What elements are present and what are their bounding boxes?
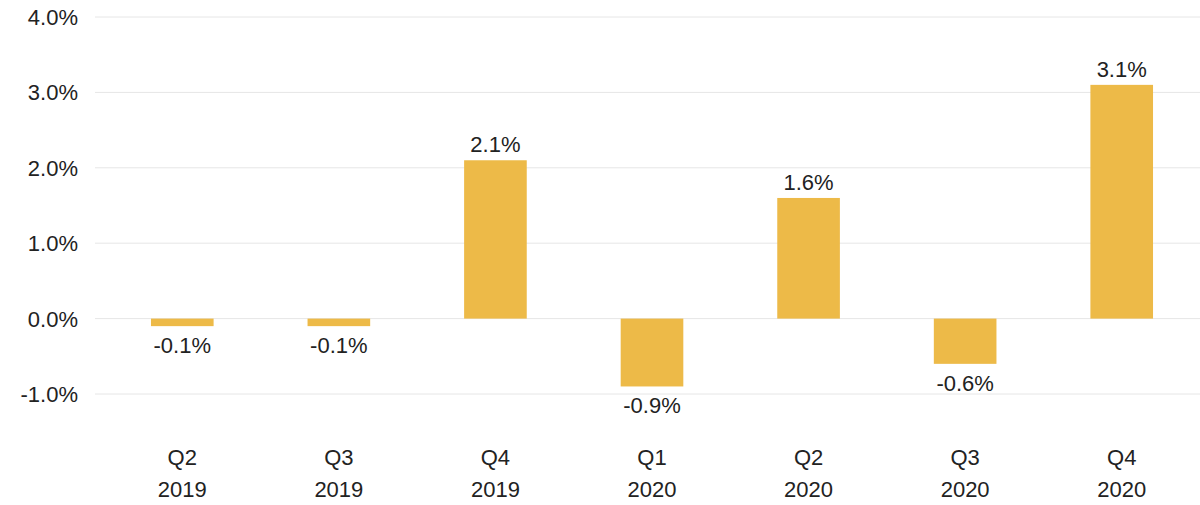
data-label: -0.1% [154,333,211,358]
x-tick-label: Q32019 [314,445,363,502]
bars [151,85,1153,387]
data-label: 3.1% [1097,57,1147,82]
y-tick-label: 2.0% [28,156,78,181]
y-tick-label: 1.0% [28,231,78,256]
y-tick-label: 0.0% [28,307,78,332]
x-tick-label: Q42020 [1097,445,1146,502]
data-label: 1.6% [783,170,833,195]
x-tick-label: Q22019 [158,445,207,502]
chart-svg: -1.0%0.0%1.0%2.0%3.0%4.0%-0.1%-0.1%2.1%-… [0,0,1200,505]
bar [621,319,684,387]
bar [308,319,371,327]
grid [95,17,1200,394]
y-tick-label: 3.0% [28,80,78,105]
data-label: -0.6% [936,371,993,396]
bar [934,319,997,364]
bar [464,160,527,318]
data-label: -0.1% [310,333,367,358]
grid-line [95,243,1200,244]
x-tick-label: Q42019 [471,445,520,502]
chart-container: -1.0%0.0%1.0%2.0%3.0%4.0%-0.1%-0.1%2.1%-… [0,0,1200,505]
data-label: 2.1% [470,132,520,157]
grid-line [95,92,1200,93]
data-labels: -0.1% -0.1% 2.1% -0.9% 1.6% -0.6% 3.1% [154,57,1147,419]
x-tick-label: Q22020 [784,445,833,502]
y-axis-labels: -1.0% 0.0% 1.0% 2.0% 3.0% 4.0% [21,5,78,407]
data-label: -0.9% [623,393,680,418]
grid-line [95,167,1200,168]
grid-line [95,17,1200,18]
x-axis-labels: Q22019 Q32019 Q42019 Q12020 Q22020 Q32020 Q420… [158,445,1146,502]
y-tick-label: 4.0% [28,5,78,30]
x-tick-label: Q12020 [628,445,677,502]
bar [1090,85,1153,319]
bar [151,319,214,327]
x-tick-label: Q32020 [941,445,990,502]
y-tick-label: -1.0% [21,382,78,407]
bar [777,198,840,319]
